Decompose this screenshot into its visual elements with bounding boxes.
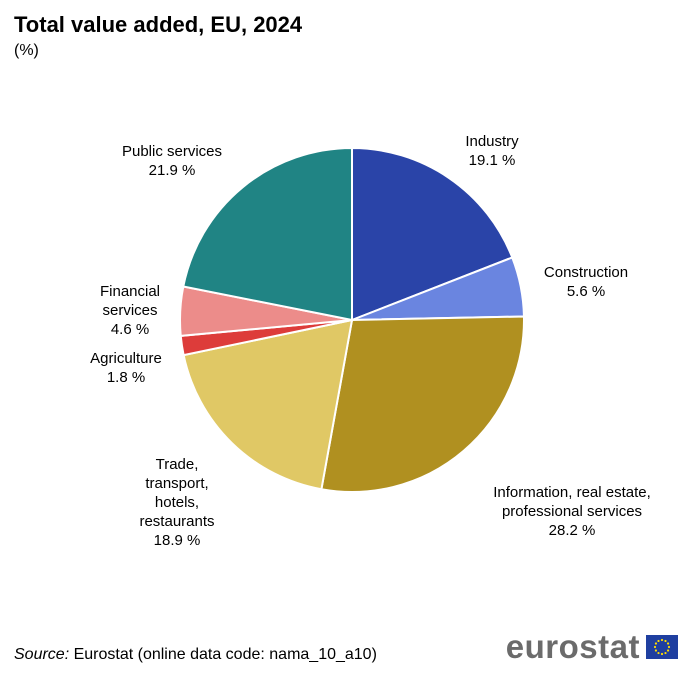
logo-text: eurostat: [505, 628, 640, 665]
slice-label-trade-transport-hotels-restaurants: Trade, transport, hotels, restaurants 18.9 %: [139, 456, 214, 549]
slice-label-construction: Construction 5.6 %: [544, 264, 628, 300]
chart-title: Total value added, EU, 2024: [14, 12, 303, 37]
pie-slice-trade-transport-hotels-restaurants: [182, 318, 354, 491]
slice-label-industry: Industry 19.1 %: [465, 133, 519, 169]
source-text: Eurostat (online data code: nama_10_a10): [69, 646, 377, 663]
pie-slice-public-services: [182, 146, 353, 322]
pie-slice-information-real-estate-professional-services: [320, 315, 525, 493]
slice-label-agriculture: Agriculture 1.8 %: [90, 350, 162, 386]
slice-label-financial-services: Financial services 4.6 %: [100, 283, 160, 338]
chart-subtitle: (%): [14, 42, 39, 59]
slice-label-information-real-estate-professional-services: Information, real estate, professional se…: [493, 484, 651, 539]
pie-slice-industry: [351, 146, 514, 322]
eurostat-logo: eurostat: [506, 628, 678, 666]
source-prefix: Source:: [14, 646, 70, 663]
eu-flag-icon: [646, 635, 678, 659]
source-note: Source: Eurostat (online data code: nama…: [14, 646, 377, 664]
slice-label-public-services: Public services 21.9 %: [122, 143, 222, 179]
